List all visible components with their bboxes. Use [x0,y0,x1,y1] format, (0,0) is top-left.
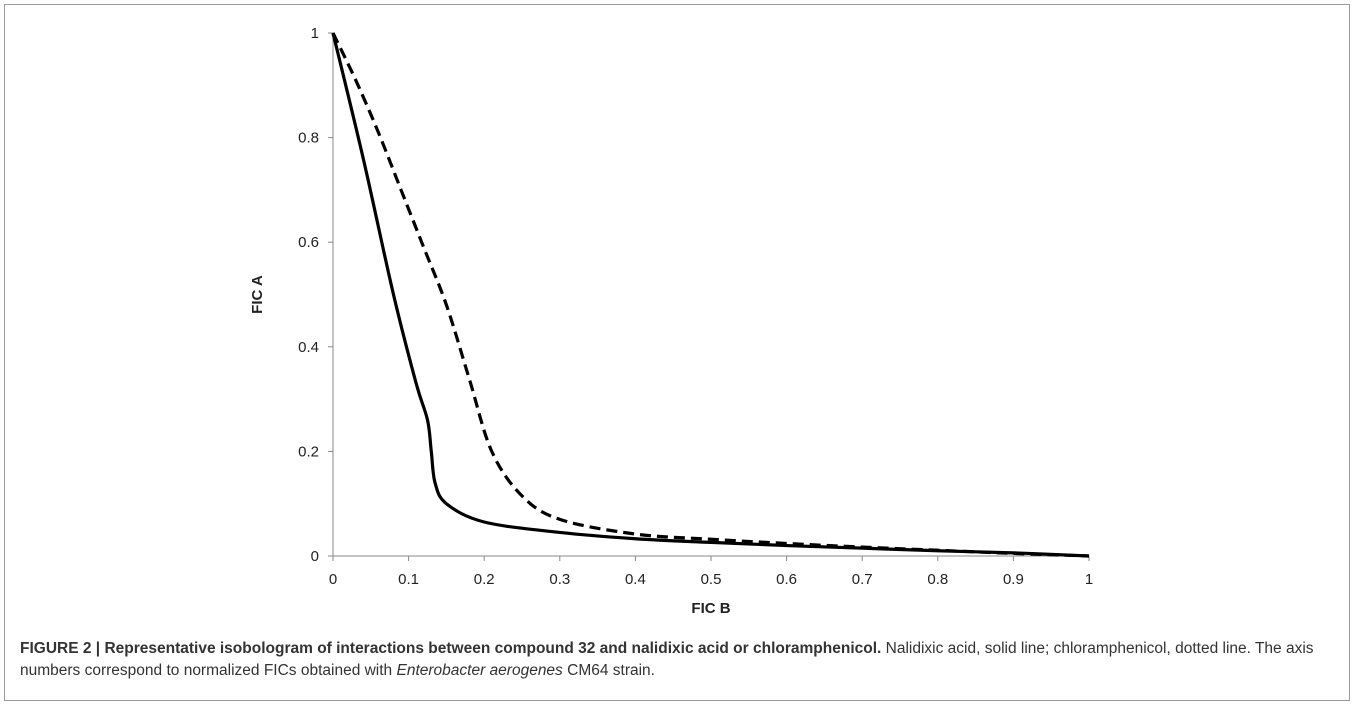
caption-text-end: CM64 strain. [562,662,655,679]
x-tick-label: 0.9 [1003,571,1024,588]
x-tick-label: 0.3 [549,571,570,588]
y-tick-label: 0 [311,548,319,565]
x-tick-label: 0.7 [852,571,873,588]
caption-title: Representative isobologram of interactio… [104,640,882,657]
y-axis-title: FIC A [249,275,266,314]
chart-axes [332,33,1089,557]
figure-frame [4,4,1350,701]
chart-series [331,32,1090,558]
caption-figure-label: FIGURE 2 | [20,640,105,657]
x-tick-label: 0.2 [474,571,495,588]
x-tick-label: 0.1 [398,571,419,588]
caption-organism: Enterobacter aerogenes [396,662,563,679]
x-tick-label: 0.8 [927,571,948,588]
y-tick-label: 1 [311,25,319,42]
x-tick-label: 0.5 [701,571,722,588]
dashed-series-line [331,32,1090,558]
y-tick-label: 0.4 [298,339,319,356]
x-axis-ticks: 0 0.1 0.2 0.3 0.4 0.5 0.6 0.7 0.8 0.9 1 [329,556,1093,588]
y-tick-label: 0.8 [298,130,319,147]
x-tick-label: 1 [1085,571,1093,588]
x-tick-label: 0.4 [625,571,646,588]
caption-text: Nalidixic acid, solid line; chlorampheni… [20,640,1314,679]
solid-series-line [331,32,1090,558]
isobologram-chart: 0 0.1 0.2 0.3 0.4 0.5 0.6 0.7 0.8 0.9 1 0 0.2 0.4 0.6… [249,25,1093,617]
x-tick-label: 0.6 [776,571,797,588]
x-tick-label: 0 [329,571,337,588]
y-axis-ticks: 0 0.2 0.4 0.6 0.8 1 [298,25,333,565]
x-axis-title: FIC B [691,600,730,617]
y-tick-label: 0.2 [298,443,319,460]
y-tick-label: 0.6 [298,234,319,251]
figure-caption: FIGURE 2 | Representative isobologram of… [20,638,1330,682]
